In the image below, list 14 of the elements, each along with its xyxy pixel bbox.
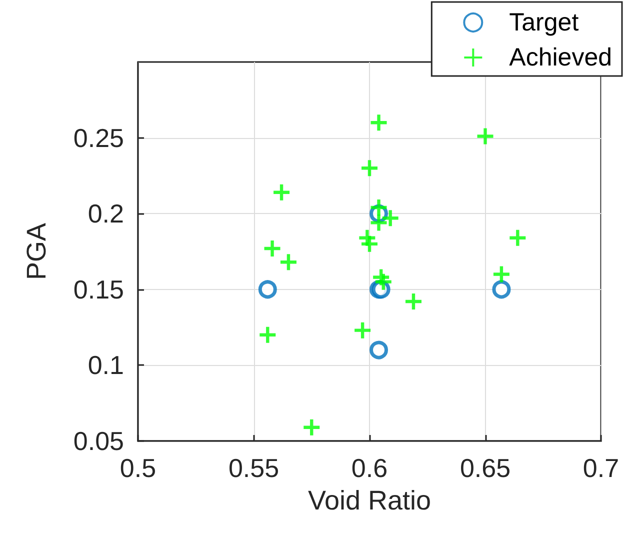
x-tick-label: 0.55	[228, 453, 280, 483]
y-tick-label: 0.15	[73, 274, 124, 304]
x-tick-label: 0.7	[582, 453, 620, 483]
y-tick-label: 0.2	[88, 198, 124, 229]
x-tick-label: 0.6	[351, 453, 388, 483]
y-tick-label: 0.05	[73, 426, 124, 456]
x-axis-title: Void Ratio	[308, 486, 432, 516]
x-tick-label: 0.65	[460, 453, 511, 483]
y-axis-title: PGA	[22, 222, 52, 280]
legend-label: Achieved	[509, 44, 612, 72]
y-tick-label: 0.1	[88, 350, 124, 380]
y-tick-label: 0.25	[73, 122, 124, 153]
legend-label: Target	[509, 8, 579, 36]
x-tick-label: 0.5	[120, 453, 156, 483]
